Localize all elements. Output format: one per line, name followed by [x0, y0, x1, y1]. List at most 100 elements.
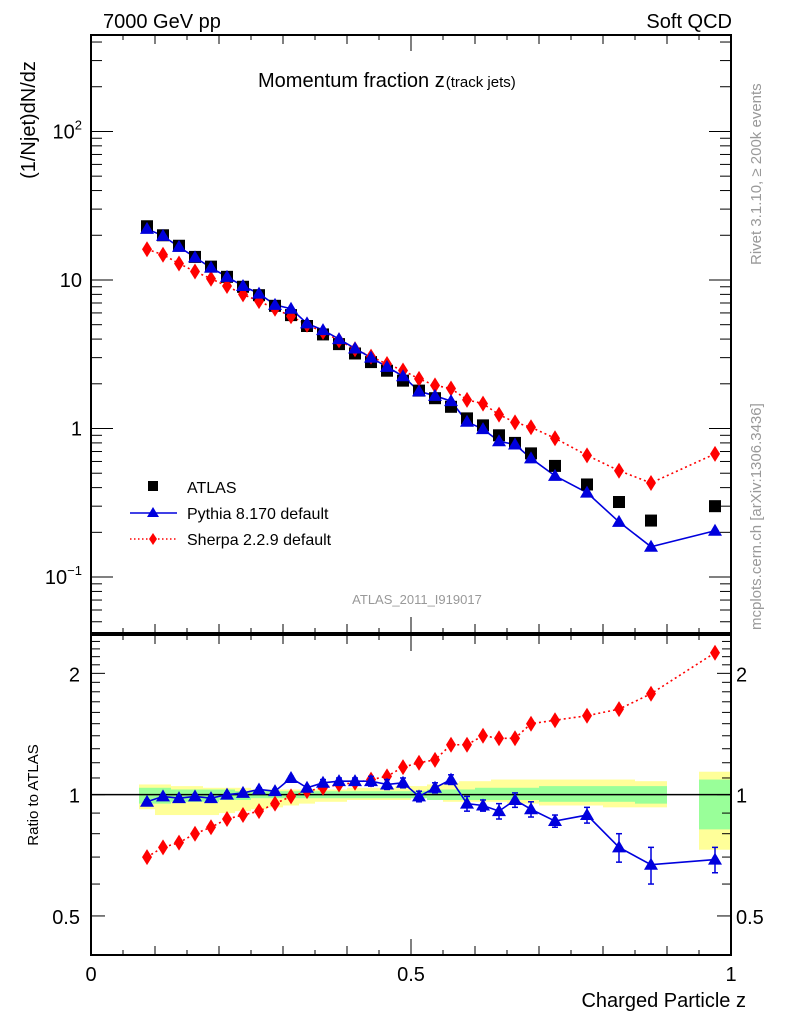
sherpa-ratio-point — [398, 759, 408, 776]
pythia-ratio-point — [508, 792, 522, 805]
main-y-tick-label: 102 — [53, 117, 82, 143]
atlas-point — [613, 496, 625, 509]
legend-marker-sherpa — [149, 533, 157, 545]
legend-label-pythia: Pythia 8.170 default — [187, 506, 329, 523]
pythia-ratio-point — [220, 787, 234, 800]
pythia-point — [364, 350, 378, 363]
pythia-ratio-point — [156, 789, 170, 802]
pythia-ratio-point — [252, 782, 266, 795]
sherpa-point — [158, 246, 168, 263]
sherpa-point — [190, 263, 200, 280]
sherpa-point — [142, 241, 152, 258]
pythia-point — [508, 437, 522, 450]
pythia-point — [348, 341, 362, 354]
sherpa-point — [446, 380, 456, 397]
sherpa-point — [206, 270, 216, 287]
pythia-point — [444, 394, 458, 407]
pythia-ratio-point — [236, 785, 250, 798]
sherpa-ratio-point — [238, 807, 248, 824]
legend-label-atlas: ATLAS — [187, 480, 237, 497]
sherpa-ratio-point — [222, 811, 232, 828]
pythia-ratio-point — [644, 857, 658, 870]
ratio-y-tick-label-right: 1 — [736, 786, 747, 808]
pythia-ratio-point — [188, 789, 202, 802]
main-y-tick-label: 10−1 — [45, 563, 82, 589]
pythia-point — [612, 514, 626, 527]
sherpa-ratio-point — [270, 795, 280, 812]
main-y-tick-label: 10 — [60, 270, 82, 292]
sherpa-ratio-point — [446, 736, 456, 753]
atlas-point — [645, 514, 657, 527]
sherpa-ratio-point — [646, 685, 656, 702]
sherpa-point — [430, 377, 440, 394]
sherpa-point — [174, 255, 184, 272]
pythia-point — [316, 323, 330, 336]
x-tick-label: 1 — [725, 964, 736, 986]
stat-band — [491, 787, 507, 800]
sherpa-point — [582, 447, 592, 464]
chart-title-suffix: (track jets) — [446, 74, 516, 91]
stat-band — [475, 787, 491, 800]
sherpa-point — [550, 430, 560, 447]
pythia-ratio-point — [380, 777, 394, 790]
pythia-point — [268, 297, 282, 310]
sherpa-ratio-point — [254, 803, 264, 820]
pythia-ratio-point — [428, 780, 442, 793]
sherpa-ratio-point — [414, 754, 424, 771]
pythia-point — [460, 414, 474, 427]
sherpa-ratio-point — [158, 839, 168, 856]
pythia-point — [644, 539, 658, 552]
legend-label-sherpa: Sherpa 2.2.9 default — [187, 532, 332, 549]
pythia-point — [580, 485, 594, 498]
pythia-point — [548, 468, 562, 481]
pythia-ratio-point — [268, 784, 282, 797]
atlas-point — [581, 478, 593, 491]
pythia-point — [428, 388, 442, 401]
pythia-point — [524, 451, 538, 464]
chart-title-main: Momentum fraction z — [258, 70, 445, 92]
header-right: Soft QCD — [646, 11, 732, 33]
sherpa-point — [494, 406, 504, 423]
sherpa-ratio-point — [174, 834, 184, 851]
sherpa-point — [462, 391, 472, 408]
stat-band — [523, 787, 539, 800]
sherpa-ratio-point — [550, 712, 560, 729]
sherpa-point — [222, 278, 232, 295]
pythia-ratio-point — [204, 791, 218, 804]
pythia-ratio-point — [612, 840, 626, 853]
pythia-ratio-point — [708, 852, 722, 865]
pythia-point — [396, 369, 410, 382]
pythia-point — [236, 279, 250, 292]
axes: 0 0.5 1 10−1 1 10 102 0.5 0.5 1 1 2 2 — [45, 34, 764, 986]
legend-marker-atlas — [148, 481, 158, 491]
pythia-point — [492, 434, 506, 447]
header-left: 7000 GeV pp — [103, 11, 221, 33]
pythia-ratio-point — [284, 770, 298, 783]
pythia-point — [332, 332, 346, 345]
pythia-ratio-point — [172, 791, 186, 804]
pythia-ratio-point — [492, 804, 506, 817]
pythia-ratio-point — [316, 775, 330, 788]
main-ylabel: (1/Njet)dN/dz — [18, 61, 40, 179]
pythia-point — [300, 316, 314, 329]
pythia-ratio-point — [444, 772, 458, 785]
series-layer — [140, 220, 722, 885]
sherpa-point — [510, 414, 520, 431]
pythia-point — [140, 221, 154, 234]
main-y-tick-label: 1 — [71, 419, 82, 441]
pythia-point — [204, 260, 218, 273]
sherpa-point — [646, 474, 656, 491]
sherpa-point — [710, 445, 720, 462]
sherpa-ratio-point — [478, 727, 488, 744]
pythia-point — [380, 359, 394, 372]
pythia-ratio-point — [364, 774, 378, 787]
ratio-y-tick-label-right: 0.5 — [736, 907, 764, 929]
chart-title: Momentum fraction z(track jets) — [258, 70, 516, 92]
pythia-ratio-point — [580, 808, 594, 821]
pythia-point — [172, 239, 186, 252]
sherpa-ratio-point — [710, 644, 720, 661]
legend-marker-pythia — [147, 507, 159, 517]
analysis-id: ATLAS_2011_I919017 — [352, 592, 482, 607]
atlas-point — [549, 459, 561, 472]
